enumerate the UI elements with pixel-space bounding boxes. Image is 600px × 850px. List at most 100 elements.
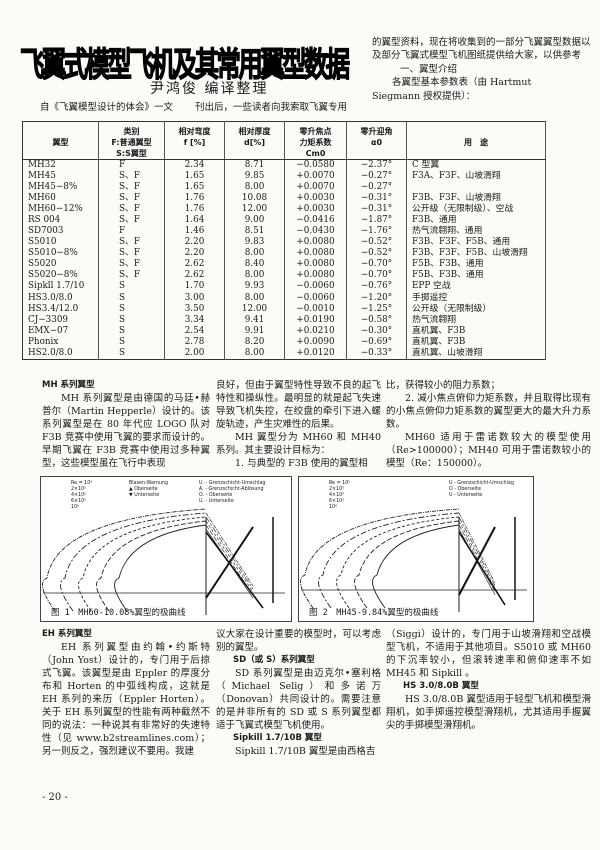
- figure-2-polar-plot: Re = 10⁵ 2×10⁵ 4×10⁵ 6×10⁵ 10⁶ U - Grenz…: [298, 476, 534, 622]
- table-cell: 1.46: [164, 226, 225, 238]
- table-cell: CJ−3309: [22, 314, 99, 326]
- table-row: Sipkll 1.7/10 S 1.70 9.93 −0.0060 −0.76° EPP 空…: [22, 281, 546, 293]
- table-cell: C 型翼: [406, 159, 546, 171]
- table-cell: 3.50: [164, 303, 225, 315]
- legend-entry: 10⁶: [329, 505, 338, 510]
- column-header: 相对厚度 d[%]: [224, 121, 285, 160]
- table-cell: 9.93: [224, 281, 285, 293]
- table-intro-1: 各翼型基本参数表（由 Hartmut: [392, 77, 532, 89]
- table-cell: +0.0070: [284, 182, 347, 194]
- table-cell: +0.0190: [284, 314, 347, 326]
- table-cell: −0.27°: [346, 182, 407, 194]
- intro-line: 自《飞翼模型设计的体会》一文 刊出后，一些读者向我索取飞翼专用: [40, 99, 347, 113]
- legend-entry: A. - Grenzschicht-Ablösung: [199, 487, 264, 492]
- table-row: HS2.0/8.0 S 2.00 8.00 +0.0120 −0.33° 直机翼、山坡滑翔: [22, 347, 546, 360]
- table-cell: MH60: [22, 193, 99, 205]
- table-cell: −2.37°: [346, 159, 407, 171]
- table-row: Phonix S 2.78 8.20 +0.0090 −0.69° 直机翼、F3B: [22, 336, 546, 348]
- mh-paragraph-2: MH 翼型分为 MH60 和 MH40 系列。其主要设计目标为：: [216, 432, 381, 456]
- table-cell: 直机翼、F3B: [406, 336, 546, 348]
- table-cell: 1.65: [164, 171, 225, 183]
- legend-entry: 2×10⁵: [71, 487, 87, 492]
- table-cell: S、F: [98, 182, 165, 194]
- intro-right: 刊出后，一些读者向我索取飞翼专用: [195, 102, 348, 113]
- legend-entry: 6×10⁵: [71, 499, 87, 504]
- table-cell: −0.70°: [346, 270, 407, 282]
- table-cell: 9.91: [224, 325, 285, 337]
- table-cell: +0.0080: [284, 259, 347, 271]
- moment-curve: [458, 520, 496, 590]
- table-cell: 9.00: [224, 215, 285, 227]
- mh-column-3: 比，获得较小的阻力系数； 2. 减小焦点俯仰力矩系数，并且取得比现有的小焦点俯仰…: [386, 379, 591, 470]
- table-cell: S、F: [98, 237, 165, 249]
- column-header: 零升焦点 力矩系数 Cm0: [284, 121, 347, 160]
- table-cell: F3A、F3F、山坡滑翔: [406, 171, 546, 183]
- figure-2-caption: 图 2 MH45-9.84%翼型的极曲线: [309, 608, 439, 618]
- legend-entry: 6×10⁵: [329, 499, 345, 504]
- table-row: S5010−8% S、F 2.20 8.00 +0.0080 −0.52° F3B、F3F、…: [22, 248, 546, 260]
- polar-curve: [372, 524, 460, 609]
- polar-curve: [354, 520, 460, 609]
- figure-1-curves: [42, 508, 285, 615]
- mh-paragraph-3: 1. 与典型的 F3B 使用的翼型相: [235, 458, 368, 469]
- mh-column-2: 良好，但由于翼型特性导致不良的起飞特性和操纵性。最明显的就是起飞失速导致飞机失控…: [216, 379, 381, 470]
- table-cell: 1.65: [164, 182, 225, 194]
- column-header: 翼型: [22, 121, 99, 160]
- table-cell: 1.76: [164, 193, 225, 205]
- mh-paragraph-4: 2. 减小焦点俯仰力矩系数，并且取得比现有的小焦点俯仰力矩系数的翼型更大的最大升…: [386, 393, 591, 430]
- table-row: S5010 S、F 2.20 9.83 +0.0080 −0.52° F3B、F3F、F5B…: [22, 237, 546, 249]
- figure-2-legend-re: Re = 10⁵ 2×10⁵ 4×10⁵ 6×10⁵ 10⁶: [329, 481, 350, 511]
- intro-continued: 的翼型资料，现在将收集到的一部分飞翼翼型数据以及部分飞翼式模型飞机图纸提供给大家…: [372, 37, 591, 62]
- table-cell: F: [98, 226, 165, 238]
- table-cell: SD7003: [22, 226, 99, 238]
- legend-entry: Re = 10⁵: [71, 481, 93, 486]
- table-cell: −0.31°: [346, 193, 407, 205]
- table-cell: −1.25°: [346, 303, 407, 315]
- table-cell: +0.0210: [284, 325, 347, 337]
- table-cell: +0.0090: [284, 336, 347, 348]
- table-cell: EPP 空战: [406, 281, 546, 293]
- transition-curve: [458, 531, 506, 606]
- column-header: 用 途: [406, 121, 546, 160]
- table-cell: −0.0060: [284, 281, 347, 293]
- table-cell: −0.58°: [346, 314, 407, 326]
- table-cell: F5B、F3B、通用: [406, 270, 546, 282]
- table-row: MH45−8% S、F 1.65 8.00 +0.0070 −0.27°: [22, 182, 546, 194]
- table-cell: F: [98, 159, 165, 171]
- transition-curve: [205, 531, 264, 609]
- table-cell: Sipkll 1.7/10: [22, 281, 99, 293]
- table-row: RS 004 S、F 1.64 9.00 −0.0416 −1.87° F3B、通用: [22, 215, 546, 227]
- table-row: HS3.4/12.0 S 3.50 12.00 −0.0010 −1.25° 公开级（无限制…: [22, 303, 546, 315]
- table-cell: 12.00: [224, 303, 285, 315]
- table-row: MH45 S、F 1.65 9.85 +0.0070 −0.27° F3A、F3F、山坡滑翔: [22, 171, 546, 183]
- table-row: S5020 S、F 2.62 8.40 +0.0080 −0.70° F5B、F3B、通用: [22, 259, 546, 271]
- table-cell: −1.20°: [346, 292, 407, 304]
- table-cell: 9.83: [224, 237, 285, 249]
- table-cell: −0.31°: [346, 204, 407, 216]
- legend-entry: U - Unterseite: [449, 493, 483, 498]
- polar-curve: [336, 516, 460, 609]
- figure-1-polar-plot: Re = 10⁵ 2×10⁵ 4×10⁵ 6×10⁵ 10⁶ Blasen-Wa…: [40, 476, 292, 622]
- table-cell: 热气流翱翔、通用: [406, 226, 546, 238]
- article-title: 飞翼式模型飞机及其常用翼型数据: [20, 44, 351, 84]
- legend-entry: U. - Grenzschicht-Umschlag: [199, 481, 266, 486]
- table-cell: −0.0060: [284, 292, 347, 304]
- table-cell: 3.34: [164, 314, 225, 326]
- table-row: MH60−12% S、F 1.76 12.00 +0.0030 −0.31° 公开级（无限制…: [22, 204, 546, 216]
- table-cell: 1.70: [164, 281, 225, 293]
- table-cell: HS3.4/12.0: [22, 303, 99, 315]
- table-cell: 10.08: [224, 193, 285, 205]
- mh-paragraph-1b: 良好，但由于翼型特性导致不良的起飞特性和操纵性。最明显的就是起飞失速导致飞机失控…: [216, 380, 381, 430]
- column-2-lower: 议大家在设计重要的模型时，可以考虑别的翼型。 SD（或 S）系列翼型 SD 系列…: [216, 628, 381, 758]
- table-cell: 8.71: [224, 159, 285, 171]
- table-cell: +0.0120: [284, 347, 347, 360]
- moment-curve: [205, 516, 254, 590]
- mh-paragraph-5: MH60 适用于雷诺数较大的模型使用（Re>100000）；MH40 可用于雷诺…: [386, 432, 591, 469]
- mh-paragraph-3b: 比，获得较小的阻力系数；: [386, 380, 501, 391]
- legend-entry: ▲ Oberseite: [129, 487, 158, 492]
- column-header: 零升迎角 α0: [346, 121, 407, 160]
- polar-curve: [78, 516, 207, 612]
- table-cell: 2.20: [164, 237, 225, 249]
- eh-heading: EH 系列翼型: [42, 629, 92, 639]
- table-cell: S、F: [98, 259, 165, 271]
